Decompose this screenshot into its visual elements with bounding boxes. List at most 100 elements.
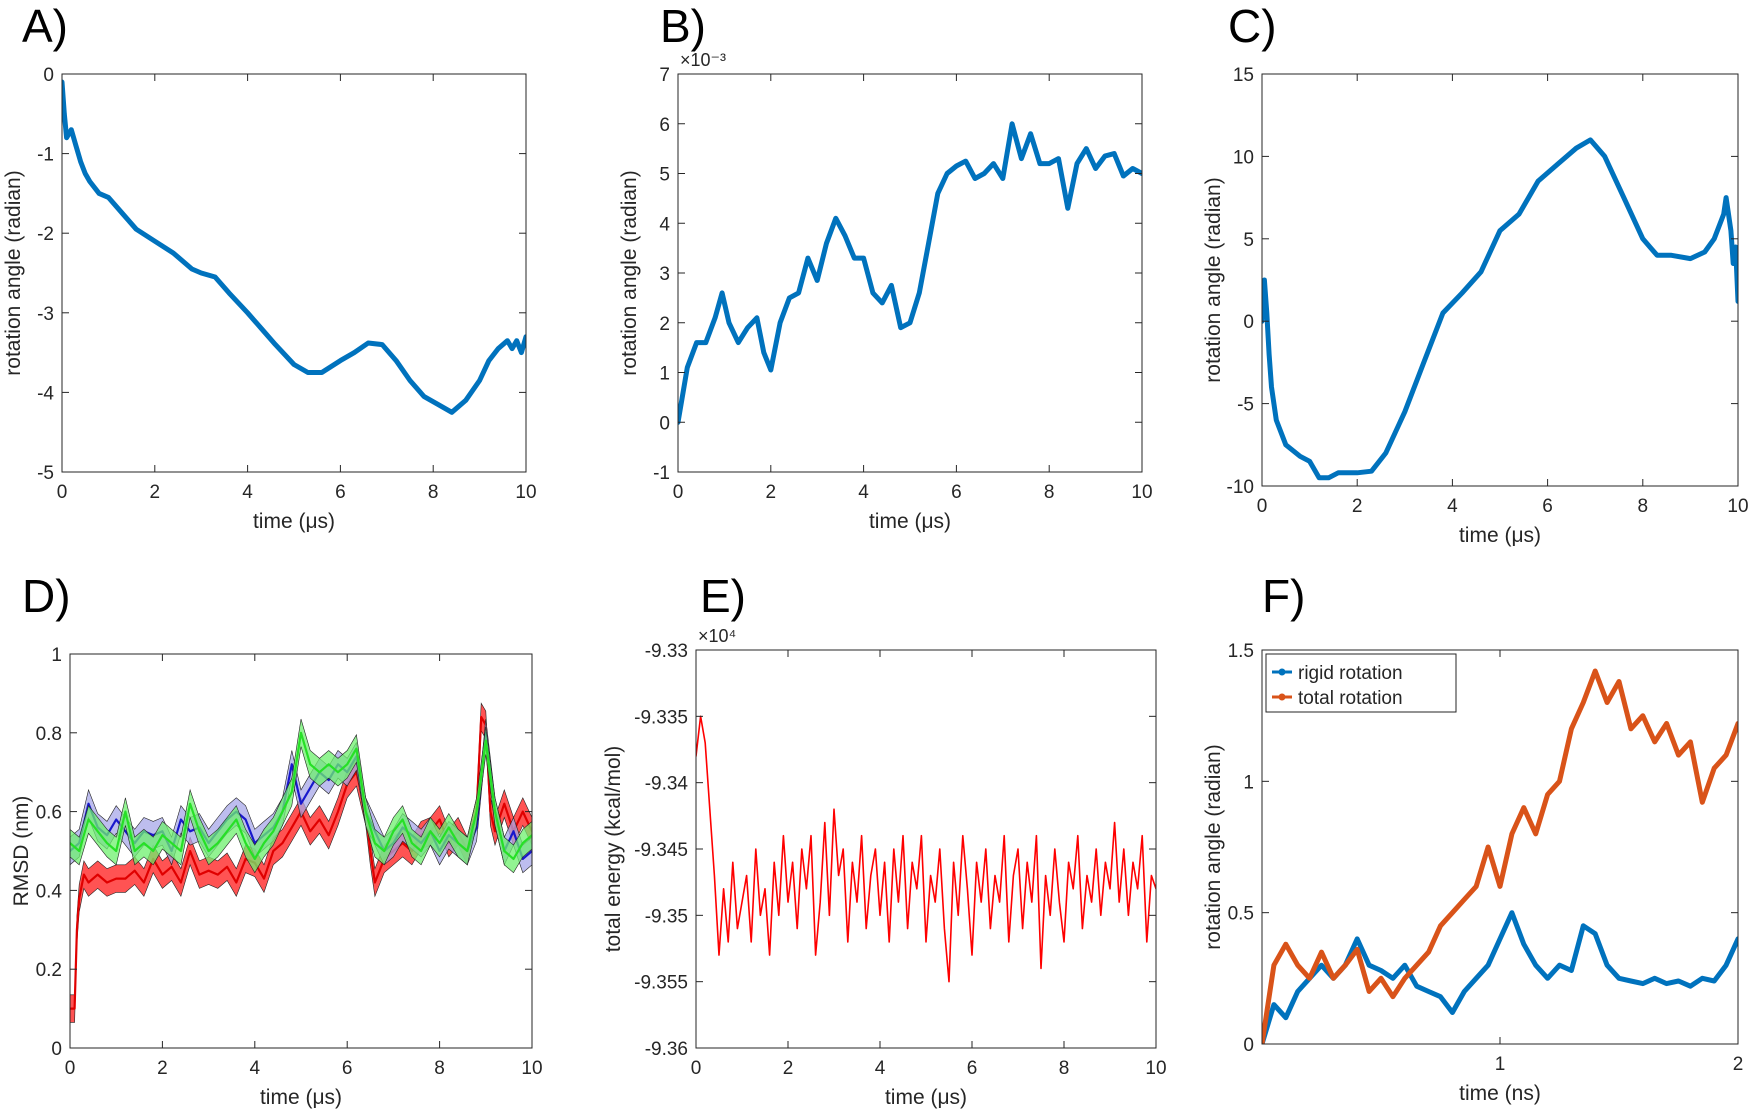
- y-tick-label: 0: [1243, 312, 1254, 333]
- plot-area: [62, 79, 526, 415]
- y-tick-label: -1: [37, 145, 54, 166]
- y-tick-label: 6: [659, 115, 670, 136]
- x-tick-label: 4: [1447, 496, 1458, 517]
- x-tick-label: 2: [1733, 1054, 1744, 1075]
- y-tick-label: -10: [1227, 477, 1254, 498]
- y-axis-label: rotation angle (radian): [618, 170, 641, 375]
- series-0-line: [62, 79, 526, 415]
- x-tick-label: 2: [766, 482, 777, 503]
- axes-box: [69, 653, 533, 1049]
- y-tick-label: -9.36: [645, 1039, 688, 1060]
- x-tick-label: 2: [157, 1058, 168, 1079]
- y-tick-label: 0.2: [36, 960, 62, 981]
- legend-label-1: total rotation: [1298, 688, 1403, 709]
- x-axis-label: time (μs): [1459, 524, 1541, 547]
- x-axis-label: time (μs): [869, 510, 951, 533]
- x-tick-label: 6: [951, 482, 962, 503]
- panel-a: A) 0 2 4 6 8 10 0 -1 -2 -3 -4 -5 time (μs) rotation an…: [2, 0, 537, 533]
- x-tick-label: 4: [875, 1058, 886, 1079]
- y-tick-label: -9.355: [634, 973, 688, 994]
- x-tick-label: 6: [335, 482, 346, 503]
- y-tick-label: 1: [51, 645, 62, 666]
- y-tick-label: 0: [659, 413, 670, 434]
- x-tick-label: 0: [65, 1058, 76, 1079]
- y-tick-label: 0.4: [36, 881, 63, 902]
- plot-area: [678, 121, 1142, 425]
- y-tick-label: 15: [1233, 65, 1254, 86]
- y-tick-label: -5: [1237, 395, 1254, 416]
- legend-box: [1265, 653, 1457, 713]
- panel-letter: E): [700, 570, 746, 622]
- panel-letter: D): [22, 570, 71, 622]
- y-tick-label: 0.5: [1228, 904, 1254, 925]
- y-tick-label: -5: [37, 463, 54, 484]
- y-tick-label: 2: [659, 314, 670, 335]
- x-tick-label: 8: [434, 1058, 445, 1079]
- series-0-line: [696, 715, 1156, 983]
- axis-exponent: ×10⁴: [698, 626, 736, 646]
- x-tick-label: 2: [150, 482, 161, 503]
- x-axis-label: time (ns): [1459, 1082, 1541, 1105]
- series-2-band: [70, 718, 532, 874]
- y-tick-label: -9.35: [645, 906, 688, 927]
- x-tick-label: 2: [783, 1058, 794, 1079]
- x-axis-label: time (μs): [253, 510, 335, 533]
- y-tick-label: 5: [659, 165, 670, 186]
- y-tick-label: 7: [659, 65, 670, 86]
- x-tick-label: 6: [1542, 496, 1553, 517]
- axes-box: [61, 73, 527, 473]
- x-tick-label: 6: [342, 1058, 353, 1079]
- y-axis-label: rotation angle (radian): [1202, 744, 1225, 949]
- x-tick-label: 4: [242, 482, 253, 503]
- y-tick-label: 5: [1243, 230, 1254, 251]
- axis-exponent: ×10⁻³: [680, 50, 726, 70]
- y-tick-label: -3: [37, 304, 54, 325]
- x-tick-label: 0: [691, 1058, 702, 1079]
- series-0-line: [678, 121, 1142, 425]
- y-tick-label: 0.8: [36, 724, 62, 745]
- series-1-line: [1262, 668, 1738, 1044]
- y-axis-label: total energy (kcal/mol): [602, 746, 625, 953]
- panel-e: E) 0 2 4 6 8 10 -9.33 -9.335 -9.34 -9.345 -9.35 -9.3…: [602, 570, 1167, 1109]
- x-tick-label: 8: [428, 482, 439, 503]
- x-tick-label: 2: [1352, 496, 1363, 517]
- series-0-band: [70, 702, 532, 1023]
- y-tick-label: -2: [37, 224, 54, 245]
- y-tick-label: 0: [51, 1039, 62, 1060]
- y-tick-label: -9.345: [634, 840, 688, 861]
- y-axis-label: RMSD (nm): [10, 796, 33, 907]
- y-tick-label: 10: [1233, 147, 1254, 168]
- plot-area: [1262, 668, 1738, 1044]
- axes-box: [1261, 73, 1739, 487]
- legend-marker-1: [1278, 693, 1286, 701]
- x-tick-label: 4: [858, 482, 869, 503]
- x-tick-label: 8: [1044, 482, 1055, 503]
- x-tick-label: 0: [1257, 496, 1268, 517]
- y-tick-label: -9.33: [645, 641, 688, 662]
- x-tick-label: 10: [521, 1058, 542, 1079]
- axes-box: [677, 73, 1143, 473]
- panel-d: D) 0 2 4 6 8 10 1 0.8 0.6 0.4 0.2 0 time (μs) RMSD (nm…: [10, 570, 543, 1109]
- y-tick-label: 0: [43, 65, 54, 86]
- legend-label-0: rigid rotation: [1298, 663, 1403, 684]
- panel-letter: C): [1228, 0, 1277, 52]
- y-tick-label: 1.5: [1228, 641, 1254, 662]
- x-tick-label: 0: [673, 482, 684, 503]
- plot-area: [696, 715, 1156, 983]
- x-tick-label: 8: [1059, 1058, 1070, 1079]
- x-tick-label: 4: [250, 1058, 261, 1079]
- x-tick-label: 8: [1638, 496, 1649, 517]
- y-tick-label: 1: [659, 364, 670, 385]
- series-0-line: [1262, 137, 1738, 481]
- x-tick-label: 10: [1131, 482, 1152, 503]
- panel-c: C) 0 2 4 6 8 10 15 10 5 0 -5 -10 time (μs) rotation an…: [1202, 0, 1749, 547]
- x-tick-label: 6: [967, 1058, 978, 1079]
- y-tick-label: 4: [659, 214, 670, 235]
- x-tick-label: 1: [1495, 1054, 1506, 1075]
- y-tick-label: 0: [1243, 1035, 1254, 1056]
- x-axis-label: time (μs): [260, 1086, 342, 1109]
- series-2-line: [70, 731, 532, 860]
- plot-area: [70, 702, 532, 1023]
- panel-f: F) 1 2 1.5 1 0.5 0 time (ns) rotation angle (rad…: [1202, 570, 1743, 1105]
